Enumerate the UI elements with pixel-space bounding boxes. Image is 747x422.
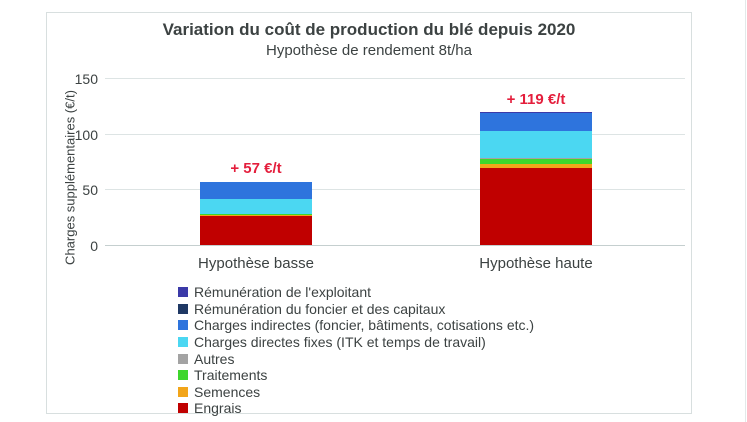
legend-item: Charges directes fixes (ITK et temps de … (178, 334, 534, 351)
legend-item: Semences (178, 384, 534, 401)
legend-label: Traitements (194, 367, 268, 384)
legend-label: Semences (194, 383, 261, 400)
legend-item: Autres (178, 350, 534, 367)
gridline (105, 133, 685, 135)
legend-swatch-icon (178, 353, 188, 364)
page-edge-line (745, 0, 746, 422)
legend-item: Rémunération du foncier et des capitaux (178, 301, 534, 318)
legend-item: Charges indirectes (foncier, bâtiments, … (178, 317, 534, 334)
legend-item: Traitements (178, 367, 534, 384)
bar-segment (480, 113, 592, 132)
legend-swatch-icon (178, 320, 188, 331)
legend-swatch-icon (178, 370, 188, 381)
legend-label: Rémunération de l'exploitant (194, 284, 372, 301)
bar-segment (480, 159, 592, 164)
stacked-bar-haute (480, 112, 592, 245)
bar-segment (480, 158, 592, 160)
gridline (105, 78, 685, 79)
y-tick-label: 0 (90, 238, 98, 254)
plot-area: + 57 €/t + 119 €/t (105, 78, 685, 246)
stacked-bar-basse (200, 181, 312, 245)
gridline (105, 245, 685, 246)
bar-segment (200, 213, 312, 216)
chart-title: Variation du coût de production du blé d… (162, 20, 576, 39)
bar-segment (200, 216, 312, 245)
legend: Rémunération de l'exploitant Rémunération… (178, 284, 534, 417)
legend-label: Charges indirectes (foncier, bâtiments, … (194, 317, 535, 334)
legend-swatch-icon (178, 386, 188, 397)
legend-label: Engrais (194, 400, 242, 417)
bar-total-label: + 57 €/t (230, 159, 282, 177)
y-tick-label: 100 (74, 126, 98, 143)
y-tick-label: 150 (74, 71, 98, 87)
gridline (105, 189, 685, 191)
legend-swatch-icon (178, 287, 188, 298)
chart-subtitle: Hypothèse de rendement 8t/ha (266, 42, 472, 59)
legend-label: Rémunération du foncier et des capitaux (194, 300, 446, 317)
x-category-label: Hypothèse haute (479, 255, 593, 272)
bar-segment (480, 163, 592, 169)
bar-segment (480, 131, 592, 159)
legend-swatch-icon (178, 337, 188, 348)
bar-segment (480, 168, 592, 245)
legend-item: Engrais (178, 400, 534, 417)
y-axis-title: Charges supplémentaires (€/t) (62, 90, 78, 265)
bar-segment (200, 199, 312, 214)
bar-total-label: + 119 €/t (506, 90, 566, 108)
bar-segment (200, 181, 312, 200)
legend-swatch-icon (178, 403, 188, 414)
legend-item: Rémunération de l'exploitant (178, 284, 534, 301)
legend-label: Charges directes fixes (ITK et temps de … (194, 334, 486, 351)
legend-label: Autres (194, 350, 235, 367)
y-tick-label: 50 (82, 182, 98, 199)
bar-segment (200, 215, 312, 217)
legend-swatch-icon (178, 303, 188, 314)
x-category-label: Hypothèse basse (198, 255, 314, 272)
bar-segment (480, 112, 592, 114)
